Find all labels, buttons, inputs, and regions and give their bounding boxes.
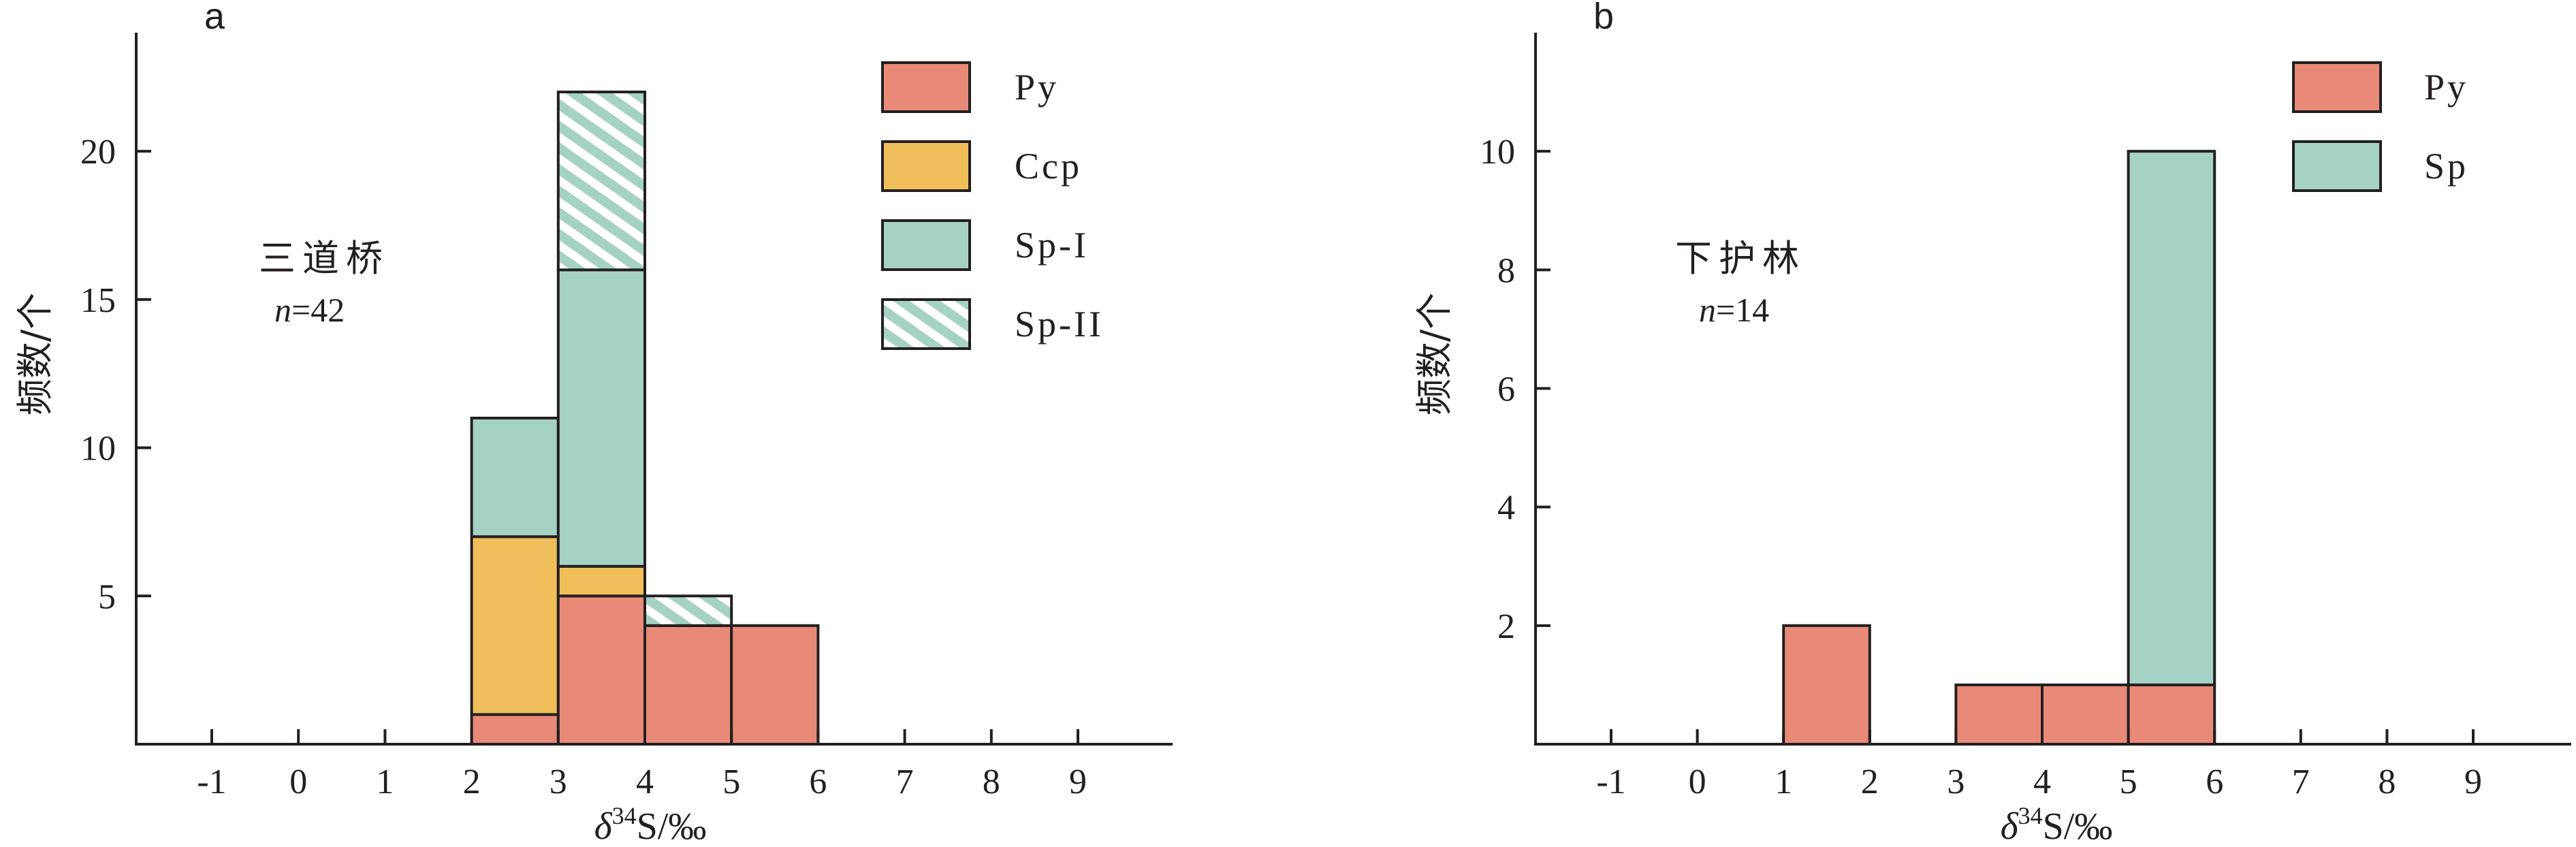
panel-b-label: b [1593, 0, 1614, 37]
panel-a-y-tick-label: 10 [80, 430, 116, 468]
panel-b-legend-label-sp: Sp [2424, 146, 2468, 187]
panel-a-bar-ccp-3-4 [556, 564, 646, 598]
panel-b-legend-label-py: Py [2424, 67, 2468, 108]
panel-a-sample-count: n=42 [274, 291, 345, 329]
panel-a-legend-label-py: Py [1015, 67, 1059, 108]
panel-b-x-tick-label: 2 [1861, 763, 1879, 801]
panel-a-bar-py-5-6 [730, 624, 820, 746]
panel-a-x-tick-label: 3 [550, 763, 567, 801]
panel-a-x-tick-label: 5 [722, 763, 740, 801]
panel-a-y-tick-label: 5 [98, 577, 116, 616]
panel-a-legend-label-sp-ii: Sp-II [1015, 304, 1104, 345]
panel-b-bar-py-3-4 [1954, 683, 2044, 746]
panel-a-label: a [204, 0, 225, 37]
panel-a-bar-sp-i-3-4 [556, 268, 646, 568]
panel-b-sample-count: n=14 [1699, 291, 1769, 329]
panel-a-x-tick-label: 8 [983, 763, 1000, 801]
panel-b-bar-py-4-5 [2041, 683, 2130, 746]
panel-b-x-tick-label: 0 [1689, 763, 1706, 801]
panel-a-bar-py-4-5 [643, 624, 733, 746]
panel-b-x-tick-label: -1 [1596, 763, 1625, 801]
panel-a-bar-sp-ii-3-4 [556, 91, 646, 272]
panel-a-location-label: 三道桥 [259, 237, 389, 280]
panel-b-histogram: -1 0 1 2 3 4 5 6 7 8 9 2 4 6 8 10 b 下护林 n=14 Py Sp 频数/个 δ34S/‰ [1413, 0, 2571, 847]
panel-a-x-axis-title: δ34S/‰ [594, 802, 707, 847]
panel-a-bar-sp-i-2-3 [470, 417, 560, 539]
panel-b-legend-swatch-sp [2292, 140, 2382, 192]
panel-b-legend-swatch-py [2292, 61, 2382, 113]
panel-b-x-tick-label: 6 [2206, 763, 2223, 801]
panel-b-y-tick-label: 8 [1497, 251, 1515, 290]
panel-a-x-tick-label: 6 [809, 763, 827, 801]
panel-a-y-tick-label: 20 [80, 133, 116, 172]
panel-a-bar-sp-ii-4-5 [643, 594, 733, 627]
panel-a-x-tick-label: 7 [896, 763, 914, 801]
panel-a-legend-label-ccp: Ccp [1015, 146, 1082, 187]
panel-a-x-tick-label: 4 [636, 763, 654, 801]
panel-a-histogram: -1 0 1 2 3 4 5 6 7 8 9 5 10 15 20 a 三道桥 n=42 Py Ccp Sp-I Sp-I… [14, 0, 1173, 847]
panel-a-x-tick-label: -1 [197, 763, 226, 801]
panel-a-bar-py-3-4 [556, 594, 646, 746]
panel-a-x-tick-label: 1 [376, 763, 394, 801]
panel-a-x-tick-label: 9 [1069, 763, 1087, 801]
panel-b-y-tick-label: 2 [1497, 607, 1515, 646]
panel-a-x-tick-label: 0 [289, 763, 307, 801]
panel-a-legend-swatch-ccp [881, 140, 971, 192]
panel-b-bar-py-1-2 [1782, 624, 1871, 746]
panel-a-y-tick-label: 15 [80, 281, 116, 320]
panel-b-location-label: 下护林 [1675, 237, 1806, 280]
panel-b-y-axis-title: 频数/个 [1413, 293, 1456, 415]
panel-b-y-tick-label: 10 [1480, 133, 1515, 172]
panel-b-y-tick-label: 6 [1497, 370, 1515, 409]
panel-a-x-tick-label: 2 [463, 763, 481, 801]
panel-b-x-axis-title: δ34S/‰ [2001, 802, 2113, 847]
panel-a-bar-py-2-3 [470, 713, 560, 746]
panel-a-legend-swatch-py [881, 61, 971, 113]
panel-b-bar-sp-5-6 [2127, 150, 2216, 686]
panel-a-legend-swatch-sp-ii [881, 298, 971, 350]
panel-b-x-tick-label: 7 [2292, 763, 2310, 801]
panel-a-legend-swatch-sp-i [881, 219, 971, 271]
panel-a-legend-label-sp-i: Sp-I [1015, 225, 1089, 266]
panel-a-y-axis-title: 频数/个 [14, 293, 57, 415]
panel-a-bar-ccp-2-3 [470, 535, 560, 716]
panel-b-bar-py-5-6 [2127, 683, 2216, 746]
panel-b-y-tick-label: 4 [1497, 489, 1515, 528]
panel-b-x-tick-label: 9 [2464, 763, 2482, 801]
panel-b-x-tick-label: 3 [1947, 763, 1965, 801]
panel-b-x-tick-label: 8 [2378, 763, 2396, 801]
panel-b-x-tick-label: 4 [2033, 763, 2051, 801]
panel-b-x-tick-label: 5 [2120, 763, 2137, 801]
panel-b-x-tick-label: 1 [1775, 763, 1792, 801]
